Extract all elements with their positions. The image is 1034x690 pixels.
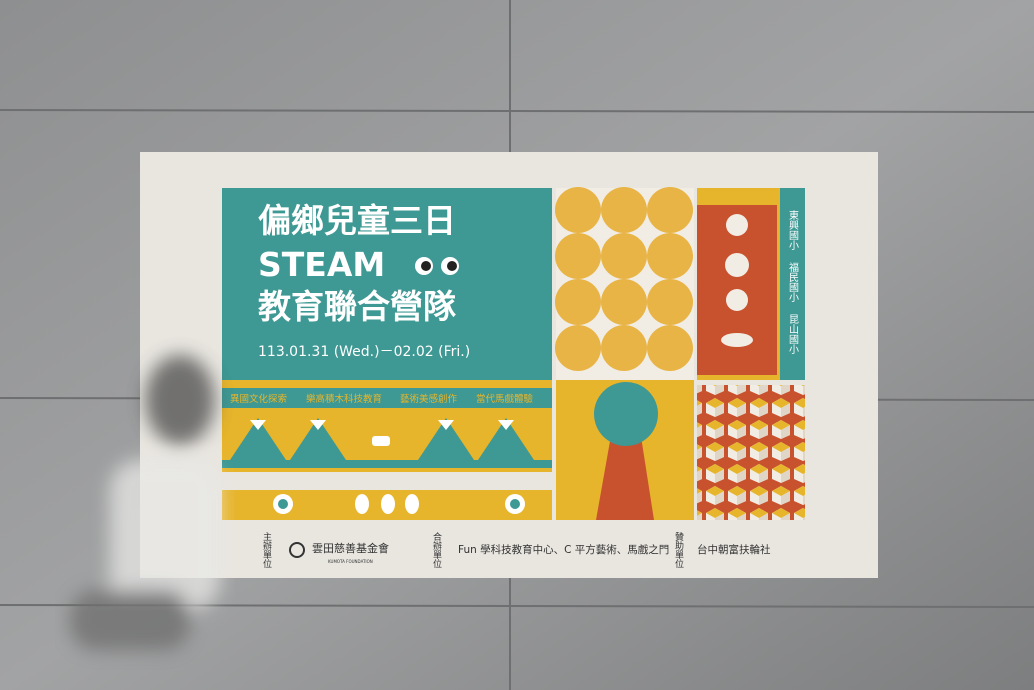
- passerby: [70, 355, 220, 650]
- white-strip: [222, 472, 552, 490]
- activity: 樂高積木科技教育: [306, 393, 382, 405]
- title-line: 教育聯合營隊: [258, 287, 456, 326]
- banner-icons: [721, 214, 753, 347]
- co-organizers: Fun 學科技教育中心、C 平方藝術、馬戲之門: [458, 543, 669, 556]
- title: 偏鄉兒童三日 STEAM 教育聯合營隊: [258, 201, 456, 326]
- footer: 主辦單位 雲田慈善基金會 KUMOTA FOUNDATION 合辦單位 Fun …: [261, 531, 771, 569]
- school: 福民國小: [787, 261, 799, 303]
- school: 昆山國小: [787, 314, 799, 355]
- sponsor: 台中朝富扶輪社: [697, 543, 771, 556]
- triangles: [222, 418, 552, 468]
- keyhole-circle: [594, 382, 658, 446]
- label: 主辦單位: [261, 531, 272, 569]
- logo: [289, 542, 305, 558]
- title-block: [222, 188, 552, 380]
- activity: 當代馬戲體驗: [476, 393, 534, 405]
- label: 合辦單位: [431, 531, 442, 569]
- organizer: 雲田慈善基金會: [312, 541, 389, 555]
- activity: 異國文化探索: [230, 393, 287, 405]
- eyes: [415, 257, 459, 275]
- title-line: 偏鄉兒童三日: [258, 201, 456, 240]
- circles: [555, 187, 693, 371]
- triangle-notches: [250, 420, 514, 446]
- lego-pattern: [697, 385, 805, 520]
- label: 贊助單位: [673, 531, 684, 569]
- activity-strip: [222, 388, 552, 408]
- keyhole-body: [596, 430, 654, 520]
- activity: 藝術美感創作: [400, 393, 458, 405]
- schools: 東興國小 福民國小 昆山國小: [787, 209, 799, 355]
- school-strip: [780, 188, 805, 380]
- date: 113.01.31 (Wed.)－02.02 (Fri.): [258, 344, 470, 360]
- school: 東興國小: [787, 209, 799, 251]
- activities: 異國文化探索 樂高積木科技教育 藝術美感創作 當代馬戲體驗: [230, 393, 534, 405]
- wheels: [273, 494, 525, 514]
- organizer-en: KUMOTA FOUNDATION: [328, 559, 373, 564]
- title-line: STEAM: [258, 245, 385, 284]
